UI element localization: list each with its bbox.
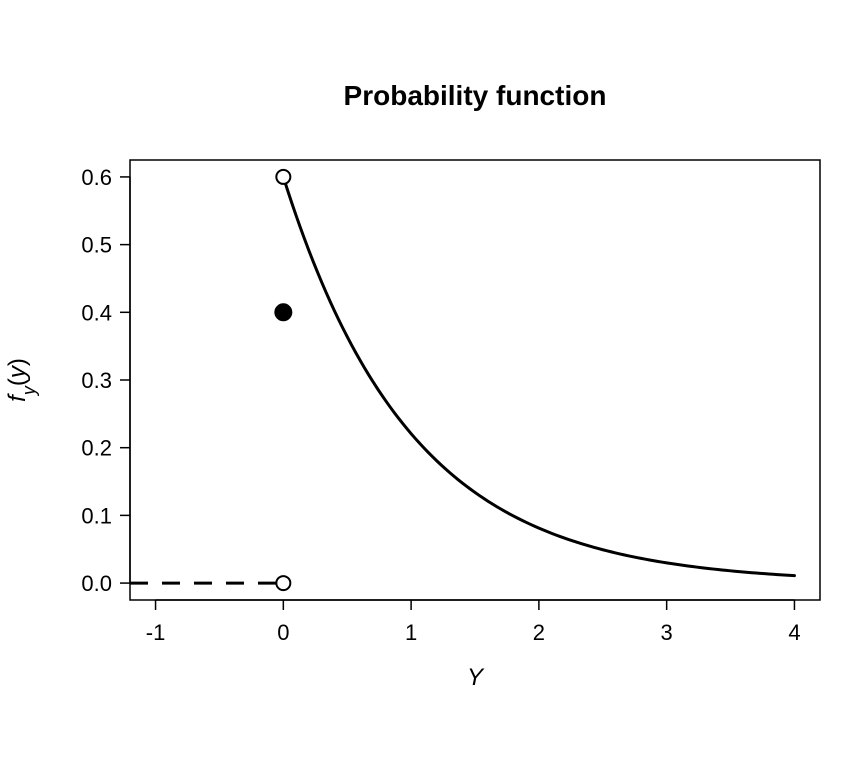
- point-open: [276, 170, 290, 184]
- y-tick-label: 0.0: [81, 571, 112, 596]
- y-tick-label: 0.6: [81, 165, 112, 190]
- y-tick-label: 0.4: [81, 300, 112, 325]
- y-tick-label: 0.1: [81, 503, 112, 528]
- y-tick-label: 0.2: [81, 436, 112, 461]
- x-tick-label: 3: [661, 620, 673, 645]
- point-filled: [275, 304, 291, 320]
- x-tick-label: 1: [405, 620, 417, 645]
- y-tick-label: 0.5: [81, 233, 112, 258]
- y-tick-label: 0.3: [81, 368, 112, 393]
- x-tick-label: 2: [533, 620, 545, 645]
- x-axis-label: Y: [467, 664, 485, 691]
- x-tick-label: -1: [146, 620, 166, 645]
- x-tick-label: 0: [277, 620, 289, 645]
- point-open: [276, 576, 290, 590]
- x-tick-label: 4: [788, 620, 800, 645]
- chart-title: Probability function: [344, 80, 607, 111]
